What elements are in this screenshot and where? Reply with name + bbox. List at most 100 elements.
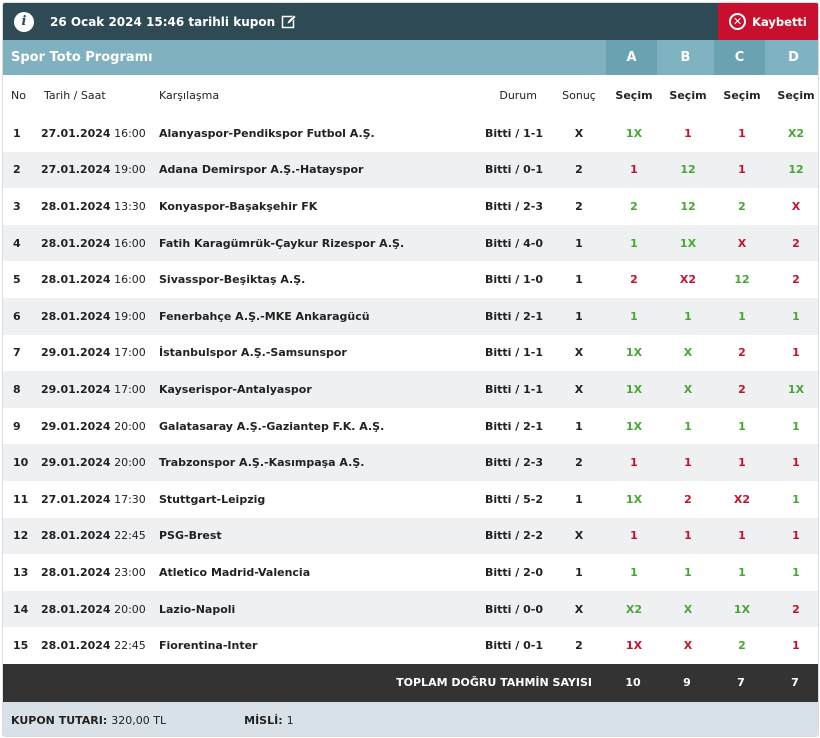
misli-label: MİSLİ: [244,714,283,728]
row-datetime: 28.01.2024 16:00 [41,224,149,262]
row-date: 28.01.2024 [41,565,111,579]
row-time: 17:00 [114,346,146,360]
row-match: Stuttgart-Leipzig [149,480,473,518]
row-status: Bitti / 0-0 [473,590,551,628]
row-status: Bitti / 0-1 [473,151,551,189]
row-time: 17:30 [114,492,146,506]
row-datetime: 28.01.2024 16:00 [41,261,149,298]
row-time: 17:00 [114,382,146,396]
row-status: Bitti / 0-1 [473,627,551,664]
table-row: 9 29.01.2024 20:00 Galatasaray A.Ş.-Gazian… [3,407,818,445]
row-selection-a: 1 [607,297,661,335]
row-number: 4 [3,224,41,262]
row-selection-a: 1 [607,517,661,555]
row-selection-d: 1X [769,371,818,408]
row-time: 23:00 [114,565,146,579]
row-date: 28.01.2024 [41,199,111,213]
row-number: 8 [3,371,41,408]
row-result: 2 [551,188,607,225]
row-result: X [551,334,607,372]
row-date: 29.01.2024 [41,382,111,396]
edit-icon[interactable] [281,14,297,30]
row-number: 10 [3,444,41,481]
row-status: Bitti / 2-3 [473,444,551,481]
row-match: Trabzonspor A.Ş.-Kasımpaşa A.Ş. [149,444,473,481]
row-date: 29.01.2024 [41,456,111,470]
row-time: 22:45 [114,529,146,543]
row-result: 1 [551,297,607,335]
close-circle-icon: ✕ [729,13,747,30]
row-match: PSG-Brest [149,517,473,555]
table-row: 14 28.01.2024 20:00 Lazio-Napoli Bitti / 0-… [3,590,818,628]
row-number: 12 [3,517,41,555]
totals-label: TOPLAM DOĞRU TAHMİN SAYISI [396,676,592,690]
row-datetime: 27.01.2024 16:00 [41,115,149,152]
row-datetime: 28.01.2024 19:00 [41,297,149,335]
header-selection-c: Seçim [723,88,761,102]
row-selection-c: 2 [715,371,769,408]
row-selection-a: X2 [607,590,661,628]
row-number: 15 [3,627,41,664]
table-body: 1 27.01.2024 16:00 Alanyaspor-Pendikspor F… [3,115,818,664]
program-title: Spor Toto Programı [11,50,153,65]
coupon-header: i 26 Ocak 2024 15:46 tarihli kupon ✕ Kay… [3,3,818,40]
row-selection-c: X2 [715,480,769,518]
row-selection-d: 2 [769,261,818,298]
row-datetime: 29.01.2024 17:00 [41,371,149,408]
row-selection-b: X2 [661,261,715,298]
row-time: 20:00 [114,456,146,470]
matches-table: No Tarih / Saat Karşılaşma Durum Sonuç S… [3,75,818,664]
row-time: 16:00 [114,273,146,287]
row-selection-b: 1 [661,554,715,591]
row-datetime: 28.01.2024 22:45 [41,627,149,664]
row-selection-b: 1 [661,407,715,445]
status-label: Kaybetti [752,14,807,29]
row-status: Bitti / 1-0 [473,261,551,298]
row-selection-c: 1 [715,407,769,445]
row-selection-d: 1 [769,334,818,372]
row-selection-a: 1X [607,407,661,445]
row-selection-d: 1 [769,444,818,481]
row-selection-a: 1X [607,334,661,372]
table-row: 10 29.01.2024 20:00 Trabzonspor A.Ş.-Kasım… [3,444,818,481]
row-status: Bitti / 2-3 [473,188,551,225]
row-selection-d: 12 [769,151,818,189]
row-date: 28.01.2024 [41,309,111,323]
row-number: 2 [3,151,41,189]
header-date: Tarih / Saat [44,88,106,102]
column-d-header: D [768,40,818,75]
row-datetime: 27.01.2024 17:30 [41,480,149,518]
row-selection-c: 1 [715,115,769,152]
table-row: 13 28.01.2024 23:00 Atletico Madrid-Valenc… [3,554,818,591]
header-result: Sonuç [562,88,596,102]
row-status: Bitti / 1-1 [473,371,551,408]
row-time: 13:30 [114,199,146,213]
row-datetime: 28.01.2024 22:45 [41,517,149,555]
coupon-footer: KUPON TUTARI: 320,00 TL MİSLİ: 1 [3,701,818,736]
row-result: 1 [551,407,607,445]
row-selection-a: 1X [607,371,661,408]
row-result: X [551,371,607,408]
row-selection-b: 1 [661,115,715,152]
row-datetime: 29.01.2024 17:00 [41,334,149,372]
row-number: 6 [3,297,41,335]
table-row: 5 28.01.2024 16:00 Sivasspor-Beşiktaş A.Ş.… [3,261,818,298]
table-row: 1 27.01.2024 16:00 Alanyaspor-Pendikspor F… [3,115,818,152]
row-match: Fiorentina-Inter [149,627,473,664]
row-selection-b: 1 [661,517,715,555]
row-selection-d: 1 [769,407,818,445]
info-icon[interactable]: i [14,11,34,32]
table-row: 4 28.01.2024 16:00 Fatih Karagümrük-Çaykur… [3,224,818,262]
row-selection-c: 2 [715,334,769,372]
column-a-header: A [606,40,657,75]
row-selection-a: 1 [607,224,661,262]
total-d: 7 [791,676,799,690]
row-date: 28.01.2024 [41,602,111,616]
row-selection-b: X [661,627,715,664]
total-b: 9 [683,676,691,690]
row-status: Bitti / 2-1 [473,297,551,335]
row-selection-d: 1 [769,480,818,518]
row-status: Bitti / 2-2 [473,517,551,555]
row-match: Adana Demirspor A.Ş.-Hatayspor [149,151,473,189]
row-selection-d: X [769,188,818,225]
